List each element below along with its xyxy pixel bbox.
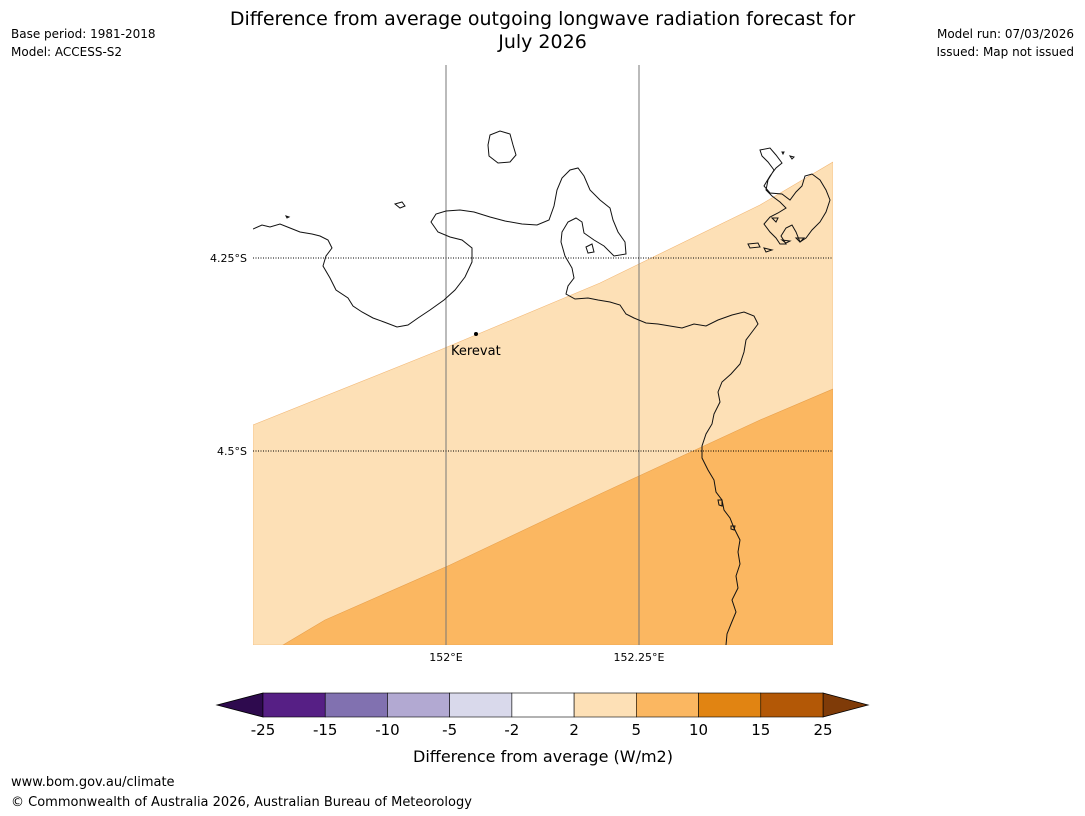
islet-small-west bbox=[393, 201, 406, 209]
map-area bbox=[253, 65, 833, 645]
colorbar-tick-label: 5 bbox=[632, 721, 642, 739]
islet-east-3 bbox=[780, 239, 792, 244]
colorbar-tick-label: 10 bbox=[689, 721, 708, 739]
colorbar: -25 -15 -10 -5 -2 2 5 10 15 25 bbox=[215, 692, 870, 739]
footer-url: www.bom.gov.au/climate bbox=[11, 775, 175, 790]
metadata-left: Base period: 1981-2018 Model: ACCESS-S2 bbox=[11, 25, 156, 61]
model-text: Model: ACCESS-S2 bbox=[11, 45, 123, 59]
latitude-label-4-5s: 4.5°S bbox=[217, 445, 247, 458]
colorbar-tick-label: -2 bbox=[504, 721, 519, 739]
colorbar-segment bbox=[511, 692, 575, 718]
footer-copyright: © Commonwealth of Australia 2026, Austra… bbox=[11, 795, 472, 810]
title-line-1: Difference from average outgoing longwav… bbox=[229, 8, 856, 30]
colorbar-tick-label: -5 bbox=[442, 721, 457, 739]
metadata-right: Model run: 07/03/2026 Issued: Map not is… bbox=[936, 25, 1074, 61]
islet-river-1 bbox=[717, 499, 723, 507]
islet-east-4 bbox=[794, 237, 806, 243]
longitude-label-152-25e: 152.25°E bbox=[614, 651, 665, 664]
colorbar-segment bbox=[449, 692, 513, 718]
islet-east-1 bbox=[747, 242, 761, 249]
colorbar-under-arrow bbox=[215, 692, 264, 718]
issued-text: Issued: Map not issued bbox=[936, 45, 1074, 59]
title-line-2: July 2026 bbox=[498, 31, 587, 53]
colorbar-tick-label: 2 bbox=[569, 721, 579, 739]
latitude-label-4-25s: 4.25°S bbox=[210, 252, 247, 265]
longitude-label-152e: 152°E bbox=[429, 651, 462, 664]
colorbar-title: Difference from average (W/m2) bbox=[413, 747, 673, 766]
colorbar-tick-label: -25 bbox=[251, 721, 276, 739]
colorbar-over-arrow bbox=[822, 692, 870, 718]
model-run-text: Model run: 07/03/2026 bbox=[936, 27, 1074, 41]
islet-dot bbox=[285, 215, 291, 219]
colorbar-segment bbox=[698, 692, 762, 718]
colorbar-segment bbox=[387, 692, 450, 718]
colorbar-segment bbox=[636, 692, 699, 718]
colorbar-segment bbox=[760, 692, 824, 718]
colorbar-segment bbox=[573, 692, 637, 718]
islet-east-5 bbox=[770, 217, 779, 223]
colorbar-tick-label: -15 bbox=[313, 721, 338, 739]
islet-east-7 bbox=[788, 155, 795, 160]
islet-east-2 bbox=[763, 247, 774, 253]
islet-river-2 bbox=[730, 525, 736, 531]
colorbar-segment bbox=[262, 692, 326, 718]
map-title: Difference from average outgoing longwav… bbox=[190, 8, 895, 54]
place-marker-kerevat bbox=[474, 332, 478, 336]
coastline-northeast bbox=[759, 147, 831, 245]
place-label-kerevat: Kerevat bbox=[451, 344, 501, 359]
base-period-text: Base period: 1981-2018 bbox=[11, 27, 156, 41]
islet-inner-bay bbox=[585, 243, 595, 254]
colorbar-tick-label: 15 bbox=[751, 721, 770, 739]
colorbar-tick-label: -10 bbox=[375, 721, 400, 739]
colorbar-segment bbox=[324, 692, 388, 718]
coastline bbox=[253, 130, 831, 645]
colorbar-tick-label: 25 bbox=[813, 721, 832, 739]
coastline-west-peninsula bbox=[253, 167, 759, 645]
islet-north bbox=[487, 130, 517, 164]
anomaly-zone-5-to-10 bbox=[282, 388, 833, 645]
islet-east-6 bbox=[781, 151, 785, 156]
